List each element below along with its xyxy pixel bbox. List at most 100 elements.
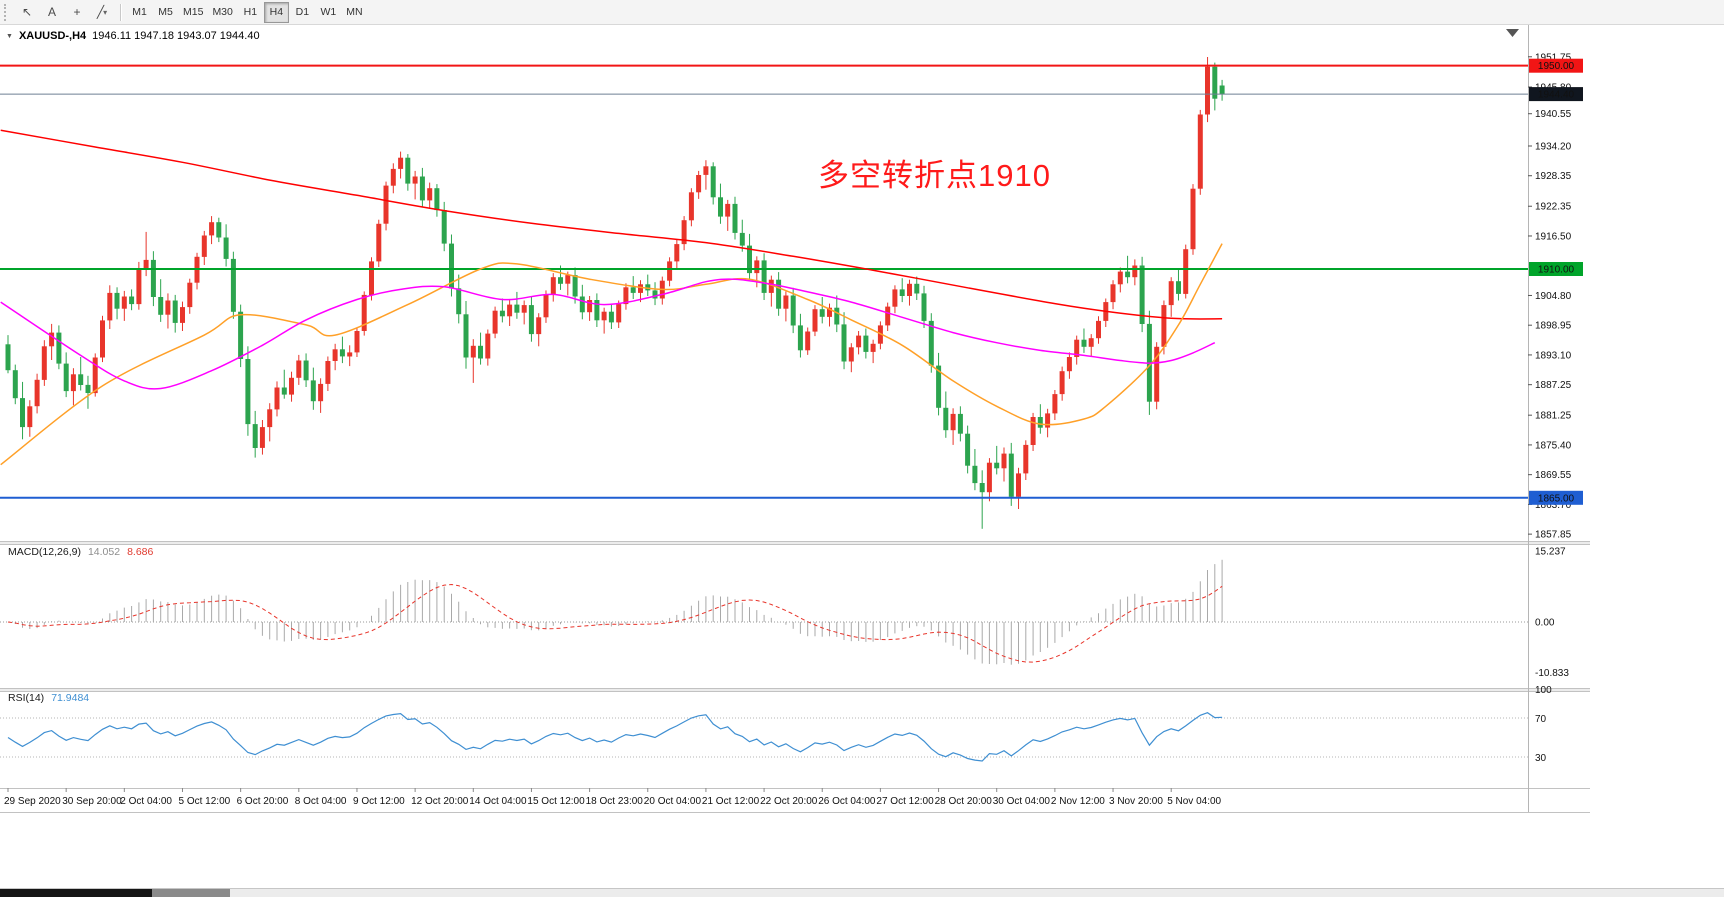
- candle-body: [114, 292, 120, 309]
- rsi-panel: 100 70 30: [0, 685, 1552, 764]
- candle-body: [1074, 339, 1080, 357]
- candle-body: [914, 283, 920, 294]
- candles-layer[interactable]: [5, 57, 1225, 529]
- candle-body: [783, 295, 789, 309]
- candle-body: [318, 383, 324, 402]
- cursor-tool-button[interactable]: ↖: [15, 2, 39, 23]
- price-tag-1865.00: 1865.00: [1529, 490, 1583, 505]
- status-bar: [0, 888, 1724, 897]
- candle-body: [107, 292, 113, 321]
- time-tick-label: 30 Oct 04:00: [993, 796, 1051, 807]
- candle-body: [1037, 417, 1043, 428]
- price-tag-1950.00: 1950.00: [1529, 58, 1583, 73]
- candle-body: [63, 363, 69, 392]
- candle-body: [834, 307, 840, 325]
- candle-body: [369, 261, 374, 295]
- time-tick-label: 5 Nov 04:00: [1167, 796, 1221, 807]
- candle-body: [441, 210, 447, 244]
- time-tick-label: 26 Oct 04:00: [818, 796, 876, 807]
- candle-body: [1168, 281, 1174, 306]
- candle-body: [899, 289, 905, 296]
- candle-body: [1183, 249, 1189, 294]
- candle-body: [216, 222, 222, 238]
- candle-body: [1212, 66, 1218, 99]
- candle-body: [907, 283, 912, 296]
- text-tool-button[interactable]: A: [40, 2, 64, 23]
- toolbar-drag-handle[interactable]: [4, 3, 10, 21]
- time-tick-label: 20 Oct 04:00: [644, 796, 702, 807]
- timeframe-button-m5[interactable]: M5: [153, 2, 178, 23]
- candle-body: [1117, 271, 1123, 285]
- candle-body: [863, 335, 869, 352]
- candle-body: [601, 311, 607, 321]
- candle-body: [681, 220, 687, 245]
- candle-body: [230, 258, 236, 312]
- price-tick-label: 1922.35: [1535, 202, 1572, 213]
- status-segment-dark: [0, 889, 152, 897]
- candle-body: [12, 370, 18, 399]
- macd-axis-label: 0.00: [1535, 618, 1555, 629]
- candle-body: [1016, 473, 1021, 497]
- candle-body: [936, 365, 942, 408]
- candle-body: [667, 261, 673, 281]
- candle-body: [267, 409, 273, 428]
- candle-body: [957, 413, 963, 434]
- timeframe-button-h1[interactable]: H1: [238, 2, 263, 23]
- candle-body: [485, 333, 491, 359]
- timeframe-button-m30[interactable]: M30: [208, 2, 236, 23]
- timeframe-button-m15[interactable]: M15: [179, 2, 207, 23]
- candle-body: [550, 277, 556, 295]
- timeframe-button-d1[interactable]: D1: [290, 2, 315, 23]
- candle-body: [1161, 305, 1167, 347]
- price-tick-label: 1875.40: [1535, 440, 1572, 451]
- candle-body: [928, 320, 934, 366]
- candle-body: [187, 282, 193, 308]
- candle-body: [587, 300, 593, 313]
- candle-body: [652, 290, 658, 299]
- status-segment-gray: [152, 889, 230, 897]
- chart-canvas[interactable]: 1951.751945.801940.551934.201928.351922.…: [0, 25, 1724, 815]
- candle-body: [427, 188, 433, 201]
- time-tick-label: 12 Oct 20:00: [411, 796, 469, 807]
- toolbar-separator: [120, 3, 121, 21]
- crosshair-tool-button[interactable]: +: [65, 2, 89, 23]
- timeframe-button-m1[interactable]: M1: [127, 2, 152, 23]
- timeframe-button-h4[interactable]: H4: [263, 1, 289, 23]
- candle-body: [1088, 338, 1094, 347]
- candle-body: [361, 294, 367, 331]
- candle-body: [354, 331, 360, 353]
- candle-body: [434, 188, 440, 211]
- candle-body: [470, 345, 476, 358]
- line-studies-button[interactable]: ╱ ▾: [90, 2, 114, 23]
- price-axis[interactable]: 1951.751945.801940.551934.201928.351922.…: [1528, 52, 1572, 541]
- candle-body: [536, 317, 542, 335]
- chart-annotation-text[interactable]: 多空转折点1910: [818, 158, 1051, 193]
- time-tick-label: 30 Sep 20:00: [62, 796, 122, 807]
- current-price-tag: 1944.40: [1529, 87, 1583, 102]
- trendline-icon: ╱: [96, 5, 105, 19]
- candle-body: [856, 335, 862, 348]
- chart-menu-caret-icon[interactable]: ▼: [6, 32, 13, 40]
- price-tick-label: 1857.85: [1535, 530, 1572, 541]
- candle-body: [85, 384, 91, 393]
- macd-panel: 15.237 0.00 -10.833: [0, 547, 1569, 679]
- time-tick-label: 9 Oct 12:00: [353, 796, 405, 807]
- candle-body: [790, 295, 796, 326]
- candle-body: [725, 203, 731, 217]
- timeframe-button-mn[interactable]: MN: [342, 2, 367, 23]
- timeframe-button-w1[interactable]: W1: [316, 2, 341, 23]
- candle-body: [223, 237, 229, 259]
- time-tick-label: 21 Oct 12:00: [702, 796, 760, 807]
- candle-body: [1205, 66, 1210, 115]
- time-tick-label: 8 Oct 04:00: [295, 796, 347, 807]
- macd-value-main: 14.052: [87, 546, 121, 558]
- time-tick-label: 5 Oct 12:00: [179, 796, 231, 807]
- candle-body: [565, 275, 571, 284]
- candle-body: [558, 277, 563, 284]
- time-axis[interactable]: 29 Sep 2020 30 Sep 20:002 Oct 04:00 5 Oct …: [4, 788, 1222, 807]
- horizontal-lines-layer: [0, 64, 1528, 499]
- candle-body: [761, 260, 767, 293]
- chart-shift-marker[interactable]: [1506, 29, 1519, 37]
- candle-body: [245, 359, 251, 425]
- panel-splitter[interactable]: [0, 25, 1590, 813]
